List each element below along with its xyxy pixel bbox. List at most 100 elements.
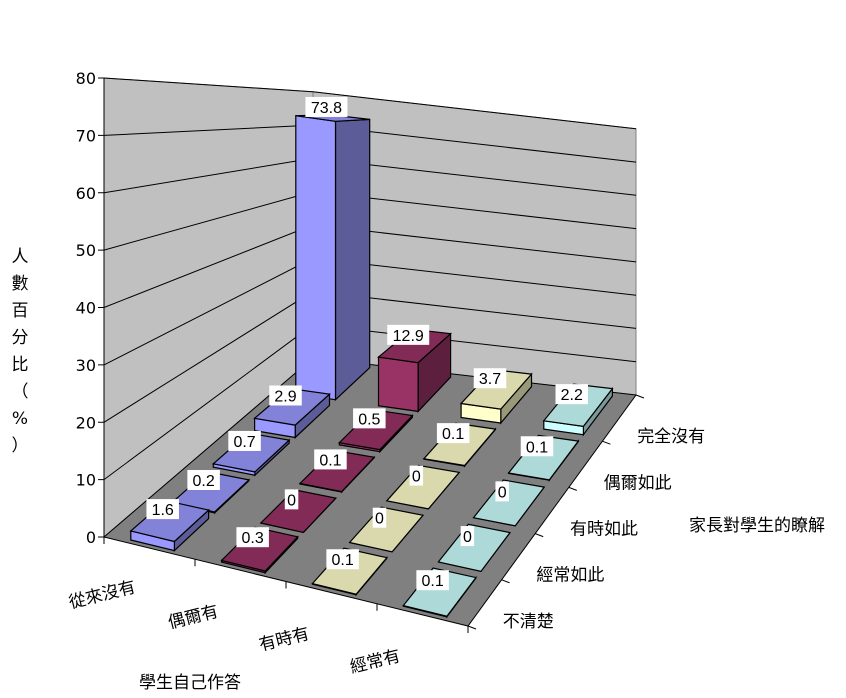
data-label: 3.7 [479, 371, 501, 388]
bar: 0 [437, 523, 512, 572]
data-label-bg [269, 385, 302, 406]
y-tick-label: 70 [76, 126, 96, 145]
bar: 0 [348, 506, 425, 553]
depth-category-label: 經常如此 [536, 566, 604, 586]
data-label-bg [436, 423, 470, 444]
y-tick-label: 40 [76, 299, 96, 318]
data-label-bg [187, 470, 220, 491]
data-label-bg [495, 481, 509, 502]
y-tick-label: 30 [76, 356, 96, 375]
bar: 0.3 [220, 526, 299, 575]
bar: 0.1 [402, 567, 477, 619]
x-category-label: 從來沒有 [67, 577, 138, 613]
bar-front [377, 356, 419, 413]
bar-side [334, 118, 371, 402]
bar-top [437, 523, 512, 572]
bar: 12.9 [377, 324, 452, 413]
data-label: 0.7 [233, 434, 255, 451]
data-label-bg [305, 96, 348, 117]
bar: 0.1 [422, 422, 497, 468]
depth-axis-title: 家長對學生的瞭解 [689, 516, 825, 536]
depth-tick-mark [568, 486, 577, 491]
data-label-bg [416, 570, 449, 591]
data-label-bg [314, 449, 347, 470]
y-tick-label: 20 [76, 413, 96, 432]
data-label-bg [236, 527, 269, 548]
depth-category-label: 有時如此 [570, 520, 638, 540]
data-label: 12.9 [393, 328, 424, 345]
x-category-label: 經常有 [348, 646, 402, 678]
depth-tick-mark [501, 579, 510, 584]
bar: 0.1 [507, 434, 580, 483]
data-label: 2.9 [274, 388, 296, 405]
data-label-bg [409, 465, 424, 486]
y-title-char: 百 [12, 301, 29, 321]
y-title-char: 數 [12, 274, 29, 294]
data-label-bg [326, 549, 359, 570]
data-label-bg [228, 430, 261, 451]
bar: 0 [472, 479, 546, 527]
data-label-bg [520, 436, 554, 457]
y-title-char: 分 [12, 328, 29, 348]
depth-tick-mark [635, 394, 645, 399]
y-title-char: ） [12, 436, 29, 456]
y-title-char: （ [12, 382, 29, 402]
bar: 73.8 [295, 96, 371, 402]
data-label-bg [146, 499, 179, 520]
y-tick-label: 10 [76, 471, 96, 490]
chart-bars: 73.8 12.9 3.7 2.2 2.9 0.5 0.1 0.1 0.7 0.1 0 0 0.2 0 0 0… [129, 96, 614, 619]
data-label: 0.3 [242, 530, 264, 547]
bar-top [348, 506, 425, 553]
data-label-bg [387, 324, 430, 345]
data-label-bg [284, 489, 299, 510]
bar: 0.7 [211, 430, 291, 477]
bar: 1.6 [129, 499, 210, 552]
data-label-bg [555, 384, 589, 405]
bar: 2.9 [253, 385, 331, 439]
y-title-char: 人 [12, 247, 29, 267]
y-tick-label: 0 [86, 528, 96, 547]
data-label: 0.1 [319, 452, 341, 469]
bar: 0.2 [170, 470, 251, 515]
x-category-label: 有時有 [257, 624, 311, 656]
bar-top [385, 464, 461, 510]
data-label: 0 [375, 511, 384, 528]
y-title-char: 比 [12, 355, 29, 375]
x-category-label: 偶爾有 [166, 602, 220, 634]
data-label-bg [460, 526, 475, 547]
data-label: 0.2 [193, 473, 215, 490]
depth-tick-mark [602, 440, 611, 445]
bar: 3.7 [459, 368, 533, 425]
bar-top [259, 489, 338, 534]
bar: 0.5 [338, 408, 414, 454]
y-title-char: % [12, 409, 28, 429]
depth-category-label: 偶爾如此 [604, 473, 672, 493]
data-label: 0 [287, 492, 296, 509]
data-label: 0.1 [442, 426, 464, 443]
data-label: 73.8 [311, 100, 342, 117]
depth-category-label: 不清楚 [503, 612, 554, 632]
bar: 0.1 [298, 449, 376, 494]
data-label: 0.5 [358, 411, 380, 428]
depth-category-label: 完全沒有 [637, 427, 705, 447]
data-label-bg [353, 408, 386, 429]
bar-top [472, 479, 546, 527]
y-tick-label: 50 [76, 241, 96, 260]
bar-front [295, 115, 337, 401]
data-label-bg [372, 507, 387, 528]
data-label: 0 [498, 484, 507, 501]
bar: 0.1 [311, 547, 388, 597]
data-label: 0.1 [421, 573, 443, 590]
y-tick-label: 60 [76, 184, 96, 203]
y-tick-label: 80 [76, 69, 96, 88]
bar: 0 [259, 489, 338, 534]
data-label: 0 [463, 529, 472, 546]
x-axis-title: 學生自己作答 [139, 673, 241, 693]
depth-tick-mark [535, 533, 544, 538]
gridline [103, 77, 637, 130]
data-label: 1.6 [152, 502, 174, 519]
depth-tick-mark [467, 625, 477, 630]
data-label: 0.1 [332, 552, 354, 569]
